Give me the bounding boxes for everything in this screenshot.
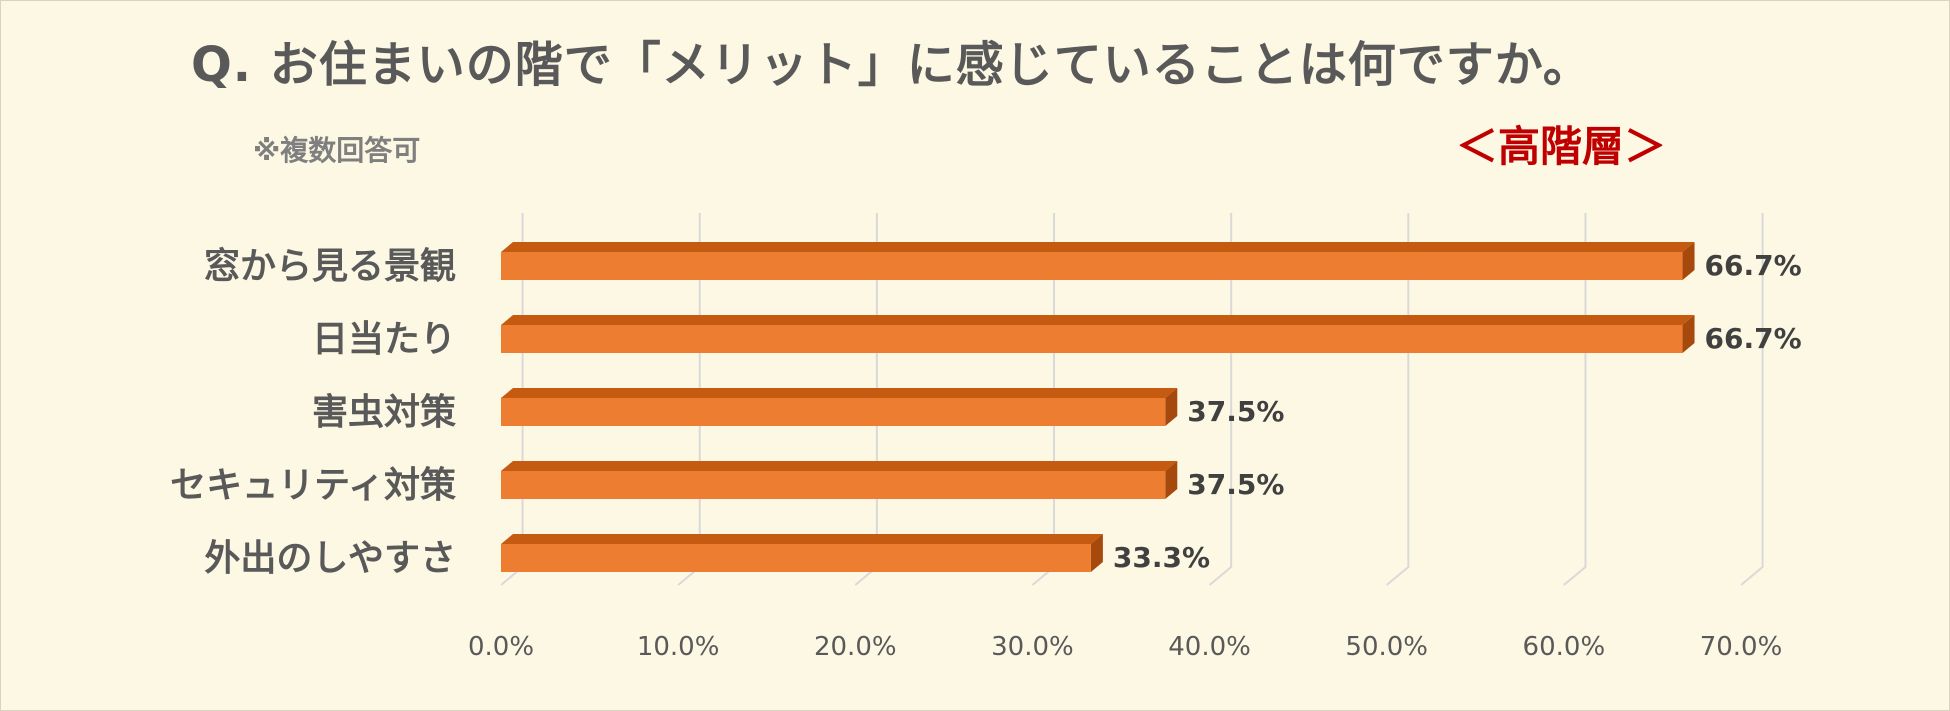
bar-front-face — [501, 544, 1091, 572]
bar-top-face — [501, 315, 1695, 325]
bar-side-face — [1682, 315, 1695, 353]
bar — [501, 461, 1178, 499]
bar-front-face — [501, 252, 1683, 280]
bar-front-face — [501, 325, 1683, 353]
x-tick-label: 50.0% — [1345, 632, 1428, 662]
segment-label: ＜高階層＞ — [1456, 122, 1667, 171]
bar — [501, 315, 1695, 353]
category-label: 害虫対策 — [312, 392, 456, 433]
value-labels: 66.7% 66.7% 37.5% 37.5% 33.3% — [1113, 249, 1802, 574]
value-label: 33.3% — [1113, 541, 1210, 574]
bar-top-face — [501, 534, 1103, 544]
value-label: 37.5% — [1187, 395, 1284, 428]
x-tick-label: 10.0% — [637, 632, 720, 662]
bar-side-face — [1165, 388, 1178, 426]
chart-note: ※複数回答可 — [253, 134, 421, 167]
chart-title: Q. お住まいの階で「メリット」に感じていることは何ですか。 — [191, 37, 1592, 93]
bar-top-face — [501, 388, 1178, 398]
bar — [501, 242, 1695, 280]
category-label: 日当たり — [312, 319, 456, 360]
category-label: 窓から見る景観 — [204, 246, 456, 287]
bar-top-face — [501, 242, 1695, 252]
bar-top-face — [501, 461, 1178, 471]
bar-side-face — [1165, 461, 1178, 499]
value-label: 66.7% — [1705, 322, 1802, 355]
bar — [501, 534, 1103, 572]
x-tick-label: 0.0% — [468, 632, 534, 662]
bar-side-face — [1090, 534, 1103, 572]
value-label: 66.7% — [1705, 249, 1802, 282]
bar-side-face — [1682, 242, 1695, 280]
bars — [501, 242, 1695, 572]
value-label: 37.5% — [1187, 468, 1284, 501]
gridline — [1740, 213, 1764, 586]
x-tick-label: 30.0% — [991, 632, 1074, 662]
x-tick-label: 40.0% — [1168, 632, 1251, 662]
bar-front-face — [501, 471, 1166, 499]
category-label: 外出のしやすさ — [204, 538, 456, 579]
x-tick-label: 70.0% — [1700, 632, 1783, 662]
bar — [501, 388, 1178, 426]
category-label: セキュリティ対策 — [170, 465, 456, 506]
x-tick-label: 20.0% — [814, 632, 897, 662]
x-axis-ticks: 0.0% 10.0% 20.0% 30.0% 40.0% 50.0% 60.0% 70.0% — [468, 632, 1782, 662]
bar-front-face — [501, 398, 1166, 426]
x-tick-label: 60.0% — [1523, 632, 1606, 662]
